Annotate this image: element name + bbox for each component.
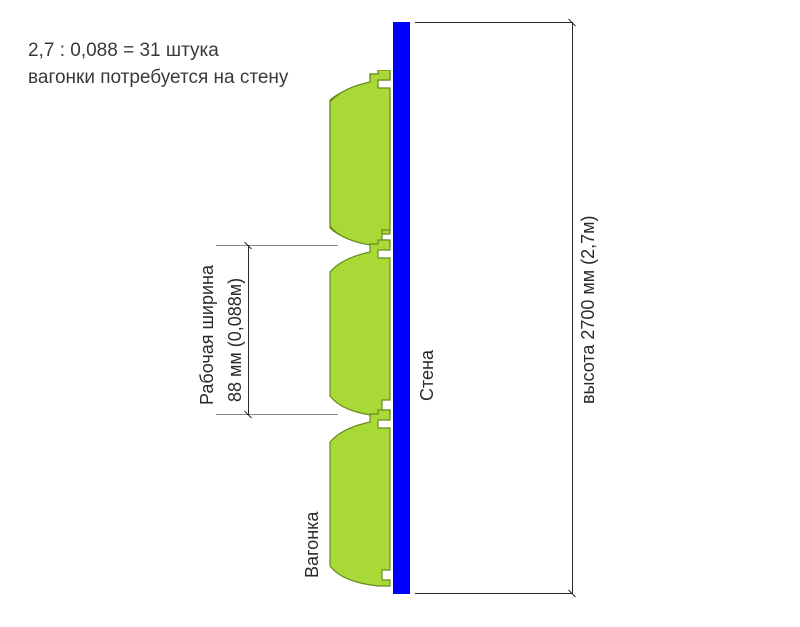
caption-line-2: вагонки потребуется на стену	[28, 65, 288, 92]
lining-boards	[326, 70, 406, 610]
dim-height-ext-bottom	[415, 593, 573, 594]
label-height: высота 2700 мм (2,7м)	[578, 200, 599, 420]
dim-88-ext-top	[216, 245, 338, 246]
dim-88-ext-bottom	[216, 414, 338, 415]
dim-88-vertical	[248, 245, 249, 415]
calculation-caption: 2,7 : 0,088 = 31 штука вагонки потребует…	[28, 38, 288, 91]
label-88mm: 88 мм (0,088м)	[225, 275, 246, 405]
label-wall: Стена	[417, 335, 438, 415]
dim-height-ext-top	[415, 22, 573, 23]
label-board: Вагонка	[302, 495, 323, 595]
label-work-width: Рабочая ширина	[197, 245, 218, 425]
caption-line-1: 2,7 : 0,088 = 31 штука	[28, 38, 288, 65]
dim-height-vertical	[572, 22, 573, 594]
